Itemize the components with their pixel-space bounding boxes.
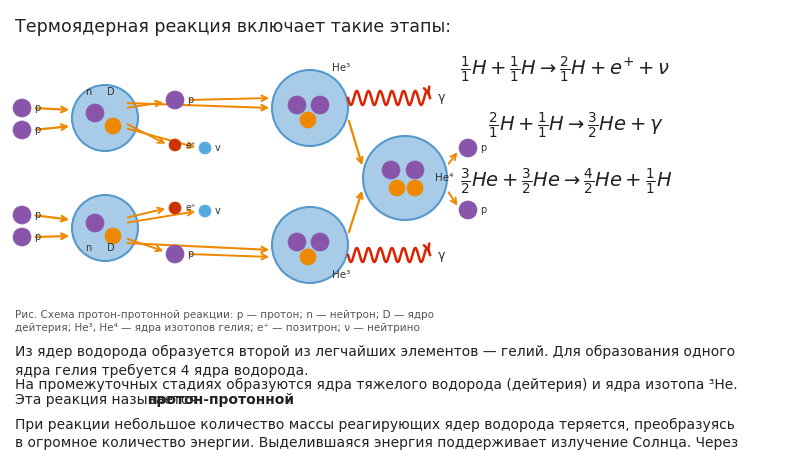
Text: n: n xyxy=(85,87,91,97)
Circle shape xyxy=(459,139,477,157)
Circle shape xyxy=(13,206,31,224)
Text: He³: He³ xyxy=(332,63,350,73)
Text: p: p xyxy=(480,205,486,215)
Text: γ: γ xyxy=(438,248,446,261)
Text: He³: He³ xyxy=(332,270,350,280)
Text: v: v xyxy=(215,206,221,216)
Circle shape xyxy=(407,180,423,196)
Circle shape xyxy=(105,118,121,134)
Text: .: . xyxy=(250,393,254,407)
Text: He⁴: He⁴ xyxy=(435,173,454,183)
Text: e⁺: e⁺ xyxy=(185,203,195,212)
Circle shape xyxy=(13,121,31,139)
Circle shape xyxy=(311,96,329,114)
Circle shape xyxy=(363,136,447,220)
Circle shape xyxy=(389,180,405,196)
Text: Термоядерная реакция включает такие этапы:: Термоядерная реакция включает такие этап… xyxy=(15,18,451,36)
Circle shape xyxy=(166,245,184,263)
Text: Из ядер водорода образуется второй из легчайших элементов — гелий. Для образован: Из ядер водорода образуется второй из ле… xyxy=(15,345,735,378)
Text: p: p xyxy=(187,249,194,259)
Circle shape xyxy=(382,161,400,179)
Circle shape xyxy=(86,214,104,232)
Text: При реакции небольшое количество массы реагирующих ядер водорода теряется, преоб: При реакции небольшое количество массы р… xyxy=(15,418,738,450)
Circle shape xyxy=(72,85,138,151)
Circle shape xyxy=(288,96,306,114)
Text: p: p xyxy=(34,125,40,135)
Text: p: p xyxy=(480,143,486,153)
Circle shape xyxy=(288,233,306,251)
Circle shape xyxy=(13,228,31,246)
Circle shape xyxy=(272,70,348,146)
Text: D: D xyxy=(107,87,114,97)
Circle shape xyxy=(72,195,138,261)
Circle shape xyxy=(311,233,329,251)
Text: p: p xyxy=(34,232,40,242)
Circle shape xyxy=(406,161,424,179)
Circle shape xyxy=(459,201,477,219)
Circle shape xyxy=(300,249,316,265)
Text: Эта реакция называется: Эта реакция называется xyxy=(15,393,202,407)
Text: γ: γ xyxy=(438,91,446,104)
Text: p: p xyxy=(34,103,40,113)
Text: протон-протонной: протон-протонной xyxy=(148,393,295,407)
Circle shape xyxy=(199,205,211,217)
Circle shape xyxy=(272,207,348,283)
Circle shape xyxy=(169,202,181,214)
Text: p: p xyxy=(34,210,40,220)
Text: $\frac{2}{1}H + \frac{1}{1}H \rightarrow \frac{3}{2}He + \gamma$: $\frac{2}{1}H + \frac{1}{1}H \rightarrow… xyxy=(488,111,663,141)
Circle shape xyxy=(169,139,181,151)
Circle shape xyxy=(199,142,211,154)
Text: Рис. Схема протон-протонной реакции: р — протон; n — нейтрон; D — ядро
дейтерия;: Рис. Схема протон-протонной реакции: р —… xyxy=(15,310,434,333)
Text: $\frac{3}{2}He + \frac{3}{2}He \rightarrow \frac{4}{2}He + \frac{1}{1}H$: $\frac{3}{2}He + \frac{3}{2}He \rightarr… xyxy=(460,167,672,197)
Text: $\frac{1}{1}H + \frac{1}{1}H \rightarrow \frac{2}{1}H + e^{+} + \nu$: $\frac{1}{1}H + \frac{1}{1}H \rightarrow… xyxy=(460,55,670,85)
Text: D: D xyxy=(107,243,114,253)
Text: На промежуточных стадиях образуются ядра тяжелого водорода (дейтерия) и ядра изо: На промежуточных стадиях образуются ядра… xyxy=(15,378,738,392)
Text: v: v xyxy=(215,143,221,153)
Text: e⁺: e⁺ xyxy=(185,140,195,149)
Circle shape xyxy=(300,112,316,128)
Circle shape xyxy=(166,91,184,109)
Text: p: p xyxy=(187,95,194,105)
Circle shape xyxy=(105,228,121,244)
Circle shape xyxy=(86,104,104,122)
Circle shape xyxy=(13,99,31,117)
Text: n: n xyxy=(85,243,91,253)
